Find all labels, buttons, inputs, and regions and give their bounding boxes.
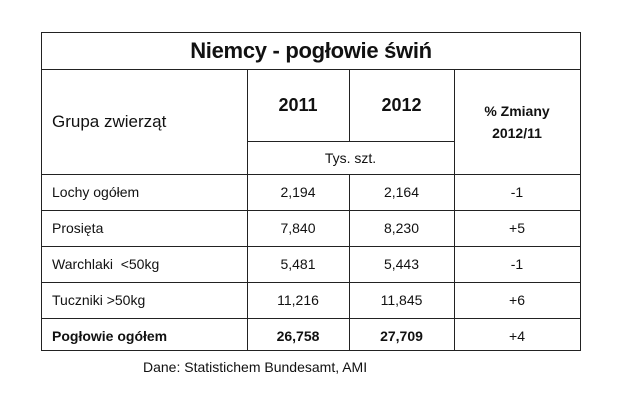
value-change: -1 bbox=[510, 256, 524, 272]
column-divider bbox=[349, 174, 350, 350]
title-divider bbox=[42, 69, 580, 70]
value-change: +5 bbox=[509, 220, 525, 236]
row-label: Lochy ogółem bbox=[52, 184, 140, 200]
total-value-change: +4 bbox=[509, 328, 525, 344]
row-divider bbox=[42, 246, 580, 247]
unit-label: Tys. szt. bbox=[324, 149, 377, 166]
row-divider bbox=[42, 318, 580, 319]
group-column-header: Grupa zwierząt bbox=[52, 112, 167, 131]
total-value-2011: 26,758 bbox=[276, 328, 320, 344]
row-label: Tuczniki >50kg bbox=[52, 292, 146, 308]
row-label: Warchlaki <50kg bbox=[52, 256, 160, 272]
value-2011: 5,481 bbox=[280, 256, 316, 272]
column-divider bbox=[247, 69, 248, 350]
total-row-label: Pogłowie ogółem bbox=[52, 328, 168, 344]
year-unit-divider bbox=[247, 141, 454, 142]
column-divider bbox=[454, 69, 455, 350]
value-2012: 5,443 bbox=[383, 256, 420, 272]
value-change: +6 bbox=[509, 292, 525, 308]
value-2011: 7,840 bbox=[280, 220, 316, 236]
row-divider bbox=[42, 282, 580, 283]
value-2012: 2,164 bbox=[383, 184, 420, 200]
year-column-divider bbox=[349, 69, 350, 141]
change-header-line2: 2012/11 bbox=[492, 125, 542, 141]
year-2012-header: 2012 bbox=[381, 95, 422, 115]
total-value-2012: 27,709 bbox=[380, 328, 423, 344]
row-divider bbox=[42, 210, 580, 211]
value-2011: 11,216 bbox=[277, 292, 319, 308]
value-change: -1 bbox=[510, 184, 524, 200]
value-2012: 8,230 bbox=[383, 220, 420, 236]
change-header-line1: % Zmiany bbox=[484, 103, 550, 119]
header-divider bbox=[42, 174, 580, 175]
pig-population-table: Niemcy - pogłowie świń Grupa zwierząt 20… bbox=[41, 32, 581, 351]
table-title: Niemcy - pogłowie świń bbox=[190, 38, 432, 63]
row-label: Prosięta bbox=[52, 220, 104, 236]
value-2012: 11,845 bbox=[380, 292, 423, 308]
change-column-header: % Zmiany 2012/11 bbox=[454, 70, 580, 174]
source-note: Dane: Statistichem Bundesamt, AMI bbox=[143, 359, 368, 375]
year-2011-header: 2011 bbox=[278, 95, 318, 115]
value-2011: 2,194 bbox=[280, 184, 316, 200]
